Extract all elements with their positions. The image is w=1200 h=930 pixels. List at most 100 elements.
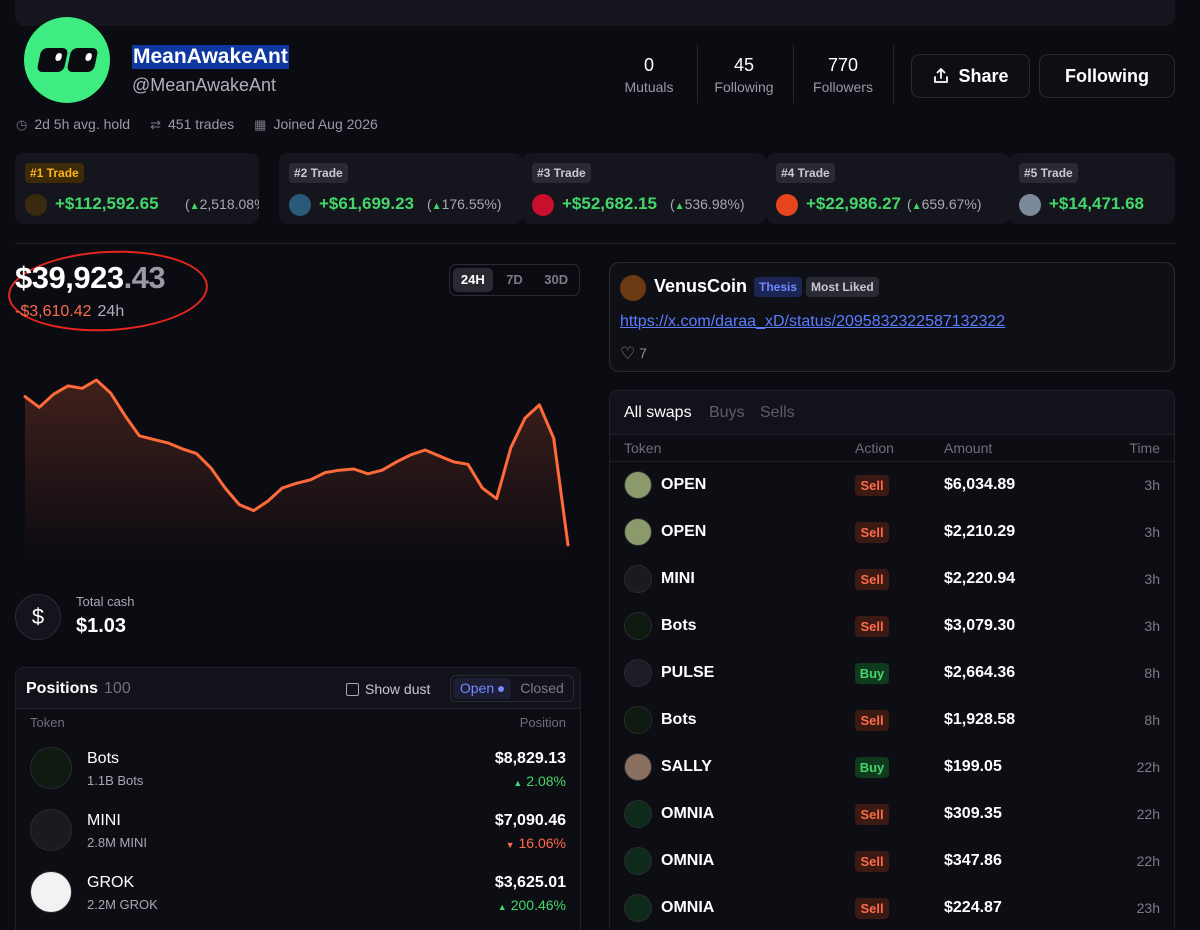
- token-icon: [624, 565, 652, 593]
- positions-title-text: Positions: [26, 680, 99, 697]
- positions-panel: Positions 100 Show dust Open Closed Token…: [15, 667, 581, 930]
- down-arrow-icon: ▼: [505, 840, 515, 850]
- trade-card[interactable]: #5 Trade +$14,471.68: [1009, 153, 1175, 224]
- checkbox[interactable]: [346, 682, 359, 696]
- tab-buys[interactable]: Buys: [709, 404, 745, 421]
- swap-row[interactable]: OMNIA Sell $224.87 23h: [610, 885, 1174, 930]
- up-arrow-icon: ▲: [911, 201, 922, 212]
- divider: [15, 243, 1175, 244]
- tab-all-swaps[interactable]: All swaps: [624, 404, 692, 421]
- swap-action-badge: Sell: [855, 710, 889, 731]
- followers-stat[interactable]: 770 Followers: [793, 55, 893, 95]
- trade-card[interactable]: #3 Trade +$52,682.15 (▲536.98%): [522, 153, 766, 224]
- token-icon: [30, 809, 72, 851]
- swap-row[interactable]: Bots Sell $1,928.58 8h: [610, 697, 1174, 744]
- following-button-label: Following: [1065, 65, 1149, 86]
- swap-row[interactable]: PULSE Buy $2,664.36 8h: [610, 650, 1174, 697]
- balance-decimal: .43: [123, 260, 166, 295]
- swap-token: OMNIA: [661, 852, 715, 869]
- col-action: Action: [855, 440, 894, 456]
- post-link[interactable]: https://x.com/daraa_xD/status/2095832322…: [620, 313, 1006, 330]
- trade-card[interactable]: #1 Trade +$112,592.65 (▲2,518.08%): [15, 153, 259, 224]
- swap-row[interactable]: SALLY Buy $199.05 22h: [610, 744, 1174, 791]
- closed-tab[interactable]: Closed: [520, 680, 564, 696]
- divider: [610, 461, 1174, 462]
- show-dust-toggle[interactable]: Show dust: [346, 681, 430, 697]
- position-amount: 2.8M MINI: [87, 835, 147, 850]
- mutuals-stat[interactable]: 0 Mutuals: [599, 55, 699, 95]
- position-change-value: 200.46%: [510, 897, 566, 913]
- trade-card[interactable]: #2 Trade +$61,699.23 (▲176.55%): [279, 153, 523, 224]
- position-change: ▲ 2.08%: [513, 773, 566, 789]
- range-selector: 24H 7D 30D: [449, 264, 580, 296]
- chart-line: [23, 378, 570, 547]
- swap-row[interactable]: OPEN Sell $6,034.89 3h: [610, 462, 1174, 509]
- swap-row[interactable]: OMNIA Sell $347.86 22h: [610, 838, 1174, 885]
- tab-sells[interactable]: Sells: [760, 404, 795, 421]
- range-30d[interactable]: 30D: [544, 272, 569, 287]
- swap-row[interactable]: MINI Sell $2,220.94 3h: [610, 556, 1174, 603]
- position-row[interactable]: MINI 2.8M MINI $7,090.46 ▼ 16.06%: [16, 802, 580, 864]
- swap-token: Bots: [661, 711, 697, 728]
- following-button[interactable]: Following: [1039, 54, 1175, 98]
- calendar-icon: ▦: [254, 117, 267, 132]
- swap-time: 23h: [1136, 900, 1160, 916]
- token-icon: [1019, 194, 1041, 216]
- avatar-eye-right: [66, 48, 99, 72]
- swap-time: 22h: [1136, 759, 1160, 775]
- swap-amount: $3,079.30: [944, 617, 1016, 634]
- position-token: Bots: [87, 750, 120, 767]
- swap-row[interactable]: OPEN Sell $2,210.29 3h: [610, 509, 1174, 556]
- token-icon: [25, 194, 47, 216]
- following-stat[interactable]: 45 Following: [694, 55, 794, 95]
- range-24h[interactable]: 24H: [453, 268, 493, 292]
- swap-row[interactable]: OMNIA Sell $309.35 22h: [610, 791, 1174, 838]
- trade-rank: #5 Trade: [1019, 163, 1078, 183]
- swap-token: SALLY: [661, 758, 712, 775]
- most-liked-tag: Most Liked: [806, 277, 879, 297]
- share-icon: [934, 68, 949, 83]
- balance-chart-svg: [23, 378, 570, 560]
- open-tab[interactable]: Open: [453, 678, 511, 699]
- following-count: 45: [733, 55, 755, 75]
- position-value: $7,090.46: [494, 812, 566, 829]
- swap-amount: $6,034.89: [944, 476, 1016, 493]
- position-change: ▼ 16.06%: [506, 835, 566, 851]
- up-arrow-icon: ▲: [497, 902, 507, 912]
- swap-row[interactable]: Bots Sell $3,079.30 3h: [610, 603, 1174, 650]
- swap-time: 3h: [1144, 477, 1160, 493]
- position-row[interactable]: GROK 2.2M GROK $3,625.01 ▲ 200.46%: [16, 864, 580, 926]
- positions-title: Positions 100: [26, 680, 131, 698]
- avatar[interactable]: [24, 17, 110, 103]
- following-label: Following: [714, 79, 774, 95]
- trade-profit: +$112,592.65: [55, 194, 159, 213]
- total-cash-label: Total cash: [76, 594, 135, 609]
- trade-pct: (▲659.67%): [907, 196, 982, 212]
- position-change-value: 2.08%: [526, 773, 566, 789]
- swap-time: 3h: [1144, 524, 1160, 540]
- share-button[interactable]: Share: [911, 54, 1030, 98]
- swap-token: PULSE: [661, 664, 715, 681]
- range-7d[interactable]: 7D: [506, 272, 523, 287]
- token-icon: [624, 518, 652, 546]
- open-dot-icon: [498, 686, 505, 693]
- like-count: 7: [639, 345, 647, 361]
- trade-card[interactable]: #4 Trade +$22,986.27 (▲659.67%): [766, 153, 1010, 224]
- likes[interactable]: ♡ 7: [620, 344, 647, 364]
- followers-label: Followers: [813, 79, 873, 95]
- heart-icon[interactable]: ♡: [620, 344, 636, 363]
- trade-pct: (▲2,518.08%): [185, 196, 259, 212]
- swap-action-badge: Buy: [855, 663, 889, 684]
- total-cash-value: $1.03: [76, 615, 127, 637]
- author-avatar[interactable]: [620, 275, 646, 301]
- position-token: GROK: [87, 874, 135, 891]
- swap-amount: $224.87: [944, 899, 1002, 916]
- thesis-post: VenusCoin Thesis Most Liked https://x.co…: [609, 262, 1175, 372]
- position-row[interactable]: Bots 1.1B Bots $8,829.13 ▲ 2.08%: [16, 740, 580, 802]
- followers-count: 770: [827, 55, 859, 75]
- avg-hold: ◷ 2d 5h avg. hold: [16, 116, 130, 133]
- swap-amount: $347.86: [944, 852, 1002, 869]
- swaps-panel: All swaps Buys Sells Token Action Amount…: [609, 390, 1175, 930]
- post-author[interactable]: VenusCoin: [654, 276, 748, 296]
- up-arrow-icon: ▲: [431, 201, 442, 212]
